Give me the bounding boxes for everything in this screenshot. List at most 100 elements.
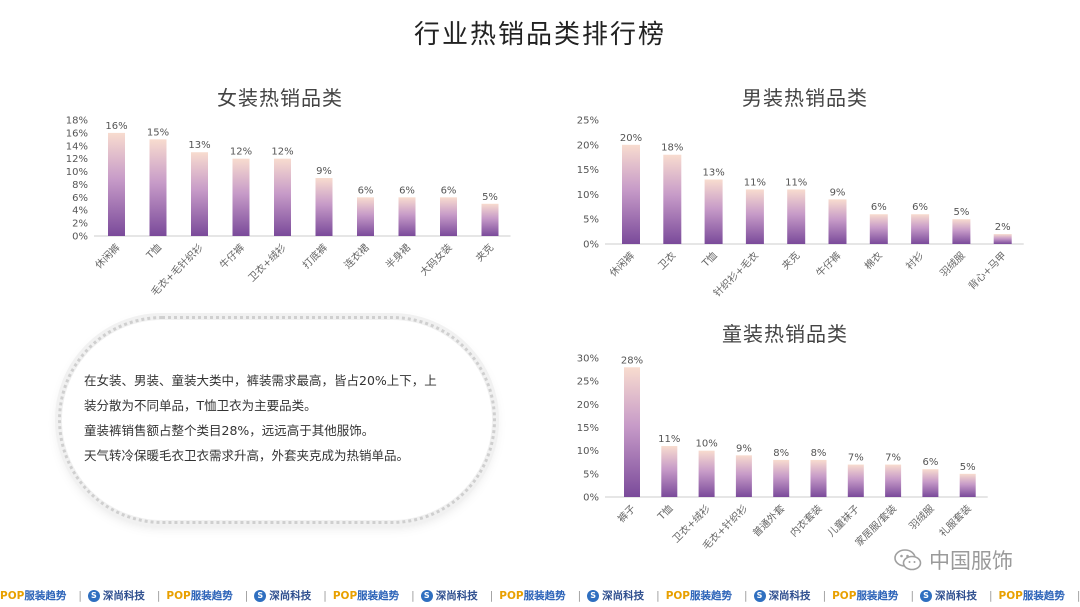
footer-separator: | <box>1076 589 1080 602</box>
footer-sk-logo: S 深尚科技 <box>919 588 977 603</box>
x-tick-label: 羽绒服 <box>937 249 967 279</box>
data-label: 7% <box>848 453 864 464</box>
footer-separator: | <box>411 589 415 602</box>
bar <box>959 473 976 497</box>
y-tick-label: 30% <box>577 354 599 365</box>
footer-sk-name: 深尚科技 <box>768 590 811 602</box>
bar <box>885 464 902 497</box>
data-label: 5% <box>482 192 498 203</box>
data-label: 18% <box>661 143 683 154</box>
watermark-text: 中国服饰 <box>929 549 1013 573</box>
footer-sk-name: 深尚科技 <box>102 590 145 602</box>
footer-sk-name: 深尚科技 <box>435 590 478 602</box>
data-label: 12% <box>271 147 293 158</box>
x-tick-label: 大码女装 <box>417 241 454 278</box>
bar <box>869 214 888 244</box>
footer-pop-mark: POP <box>332 589 358 602</box>
chart-kids: 0%5%10%15%20%25%30% 28%裤子11%T恤10%卫衣+绒衫9%毛… <box>577 354 988 552</box>
data-label: 13% <box>702 168 724 179</box>
y-tick-label: 20% <box>577 400 599 411</box>
bar <box>398 197 416 236</box>
chart-title-women: 女装热销品类 <box>217 86 343 110</box>
sk-logo-icon: S <box>420 589 433 602</box>
page-title: 行业热销品类排行榜 <box>413 20 666 50</box>
data-label: 11% <box>744 177 766 188</box>
footer-sk-logo: S 深尚科技 <box>254 588 311 603</box>
y-tick-label: 2% <box>72 219 88 230</box>
bar <box>663 154 682 244</box>
y-tick-label: 14% <box>66 141 88 152</box>
x-tick-label: 礼服套装 <box>936 502 973 539</box>
x-tick-label: 牛仔裤 <box>813 249 843 279</box>
bar <box>735 455 752 497</box>
x-tick-label: 夹克 <box>779 249 802 272</box>
footer-sk-logo: S 深尚科技 <box>420 588 478 603</box>
x-tick-label: T恤 <box>143 241 164 262</box>
x-tick-label: 打底裤 <box>300 241 330 271</box>
footer-pop-logo: POP 服装趋势 <box>0 588 66 603</box>
data-label: 6% <box>399 185 415 196</box>
x-tick-label: 卫衣 <box>655 249 678 272</box>
footer-pop-logo: POP 服装趋势 <box>999 588 1065 603</box>
y-tick-label: 0% <box>583 493 599 504</box>
footer-pop-logo: POP 服装趋势 <box>166 588 232 603</box>
footer-separator: | <box>744 589 748 602</box>
sk-logo-icon: S <box>753 589 766 602</box>
data-label: 5% <box>960 462 976 473</box>
footer-pop-mark: POP <box>166 589 191 602</box>
footer-pop-name: 服装趋势 <box>190 590 233 602</box>
footer-pop-logo: POP 服装趋势 <box>499 588 565 603</box>
footer-pop-name: 服装趋势 <box>523 590 566 602</box>
x-tick-label: 牛仔裤 <box>217 241 247 271</box>
data-label: 20% <box>620 133 642 144</box>
y-tick-label: 0% <box>72 232 88 243</box>
footer-pop-logo: POP 服装趋势 <box>666 588 732 603</box>
bar <box>847 464 864 497</box>
y-tick-label: 5% <box>583 215 599 226</box>
x-tick-label: 衬衫 <box>903 249 926 272</box>
footer-pop-name: 服装趋势 <box>690 590 733 602</box>
bar <box>624 367 640 497</box>
x-tick-label: 羽绒服 <box>906 502 936 532</box>
wechat-icon <box>894 549 922 571</box>
footer-separator: | <box>988 589 993 602</box>
y-tick-label: 10% <box>577 446 599 457</box>
bar <box>440 197 457 236</box>
data-label: 15% <box>147 127 169 138</box>
y-tick-label: 12% <box>66 154 88 165</box>
y-tick-label: 15% <box>577 423 599 434</box>
summary-note: 在女装、男装、童装大类中，裤装需求最高，皆占20%上下，上 装分散为不同单品，T… <box>58 316 496 524</box>
bar <box>191 152 208 236</box>
bar <box>232 158 250 236</box>
y-tick-label: 10% <box>66 167 88 178</box>
footer-pop-logo: POP 服装趋势 <box>333 588 399 603</box>
y-tick-label: 0% <box>583 240 599 251</box>
x-tick-label: 休闲裤 <box>607 249 637 279</box>
watermark: 中国服饰 <box>893 545 1013 575</box>
footer-pop-name: 服装趋势 <box>357 590 400 602</box>
y-tick-label: 8% <box>72 180 88 191</box>
x-tick-label: 背心+马甲 <box>965 249 1008 292</box>
footer-sk-logo: S 深尚科技 <box>87 588 145 603</box>
summary-line: 装分散为不同单品，T恤卫衣为主要品类。 <box>84 398 317 413</box>
bar <box>911 214 930 244</box>
footer-brand-strip: POP 服装趋势 | S 深尚科技 | POP 服装趋势 | S 深尚科技 | POP 服装趋势 | S 深尚科… <box>0 584 1080 607</box>
bar <box>149 139 167 236</box>
chart-women: 0%2%4%6%8%10%12%14%16%18% 16%休闲裤15%T恤13%毛… <box>66 116 511 298</box>
footer-sk-logo: S 深尚科技 <box>587 588 644 603</box>
data-label: 6% <box>871 202 887 213</box>
bar <box>622 144 640 244</box>
x-tick-label: 内衣套装 <box>787 502 824 539</box>
data-label: 6% <box>922 457 938 468</box>
footer-pop-mark: POP <box>499 589 524 602</box>
x-tick-label: 棉衣 <box>862 249 885 272</box>
chart-title-men: 男装热销品类 <box>742 86 868 110</box>
bar <box>922 469 939 497</box>
y-tick-label: 5% <box>583 469 599 480</box>
footer-sk-name: 深尚科技 <box>934 590 977 602</box>
data-label: 7% <box>885 453 901 464</box>
sk-logo-icon: S <box>587 589 600 602</box>
data-label: 12% <box>230 147 252 158</box>
data-label: 6% <box>441 185 457 196</box>
footer-separator: | <box>910 589 914 602</box>
